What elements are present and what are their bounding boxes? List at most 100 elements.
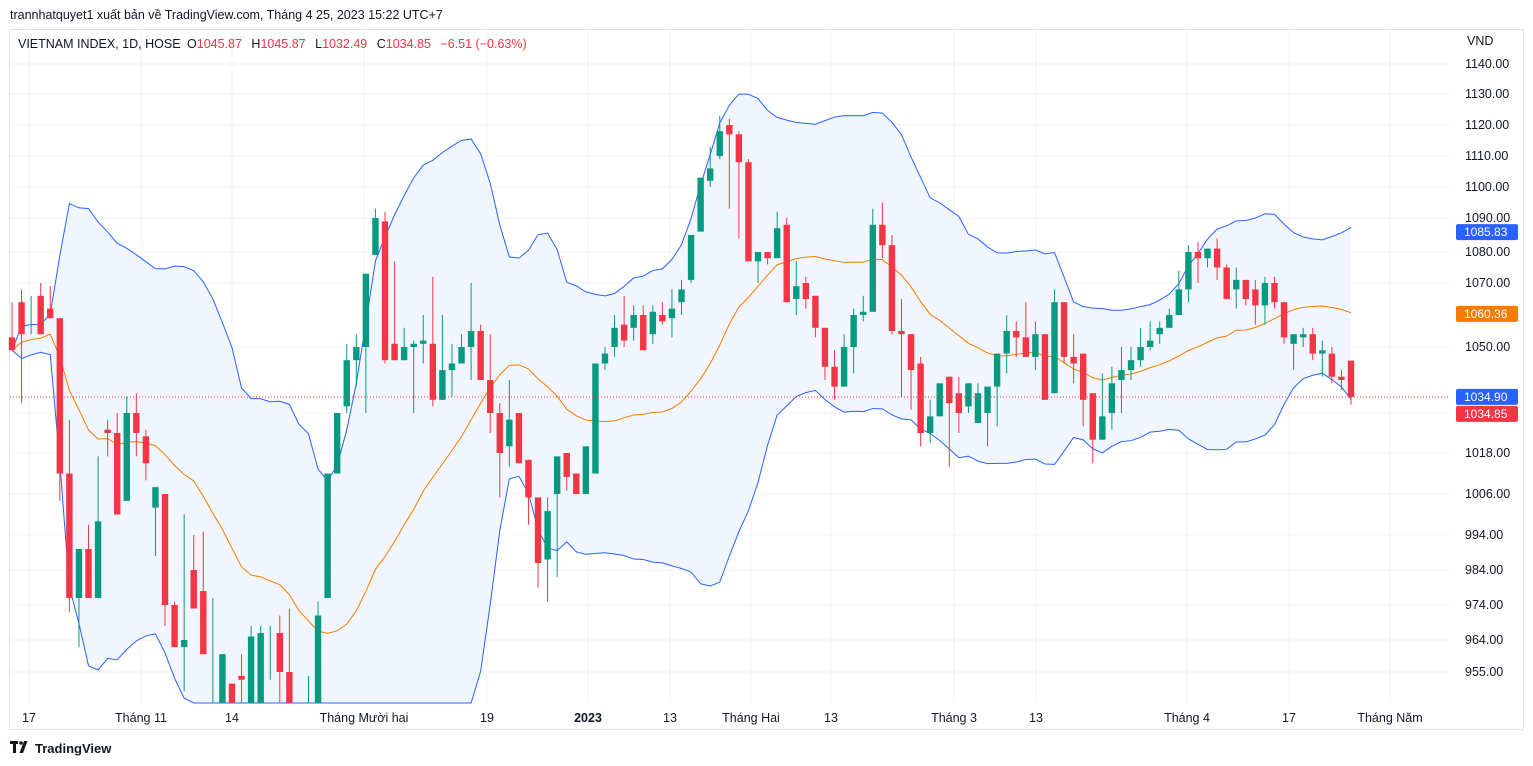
- y-tick-label: 974.00: [1465, 598, 1503, 612]
- candle-body: [812, 295, 819, 328]
- low-value: 1032.49: [322, 37, 368, 51]
- tradingview-footer[interactable]: TradingView: [10, 740, 111, 756]
- y-tick-label: 955.00: [1465, 665, 1503, 679]
- candle-body: [1338, 376, 1345, 380]
- y-tick-label: 1130.00: [1465, 87, 1509, 101]
- price-tag-label: 1034.85: [1464, 407, 1508, 421]
- close-label: C: [376, 37, 386, 51]
- candle-body: [697, 177, 704, 232]
- publisher-header: trannhatquyet1 xuất bản về TradingView.c…: [10, 8, 443, 22]
- candle-body: [946, 376, 953, 404]
- candle-body: [783, 224, 790, 303]
- candle-body: [228, 683, 236, 703]
- candle-body: [687, 235, 695, 280]
- candle-body: [200, 591, 207, 655]
- candle-body: [420, 340, 427, 344]
- chart-frame[interactable]: [9, 29, 1524, 730]
- candle-body: [94, 521, 102, 598]
- y-tick-label: 1120.00: [1465, 118, 1509, 132]
- band-fill: [12, 93, 1351, 704]
- candle-body: [993, 353, 1001, 387]
- x-tick-label: 2023: [574, 711, 602, 725]
- candle-body: [1156, 327, 1163, 335]
- candle-body: [1070, 356, 1077, 364]
- candle-body: [793, 286, 800, 299]
- candle-body: [534, 497, 542, 563]
- open-label: O: [187, 37, 197, 51]
- candle-body: [706, 168, 714, 181]
- candle-body: [1089, 393, 1096, 440]
- candle-body: [152, 487, 159, 508]
- candle-body: [974, 393, 982, 423]
- candle-body: [314, 615, 322, 703]
- candle-body: [85, 549, 92, 598]
- ohlc-legend: VIETNAM INDEX, 1D, HOSE O1045.87 H1045.8…: [18, 37, 530, 51]
- candle-body: [955, 393, 963, 413]
- candle-body: [726, 125, 733, 135]
- candle-body: [506, 419, 513, 447]
- candle-body: [1041, 334, 1049, 400]
- x-tick-label: Tháng 11: [115, 711, 167, 725]
- x-tick-label: 14: [225, 711, 239, 725]
- candle-body: [1271, 283, 1278, 303]
- candle-body: [592, 363, 599, 474]
- price-axis[interactable]: 1140.00 1130.00 1120.00 1110.00 1100.00 1090.…: [1465, 57, 1510, 679]
- tradingview-logo-icon: [10, 740, 30, 756]
- candle-body: [56, 318, 64, 474]
- price-tag: 1085.83: [1456, 224, 1518, 241]
- price-tag: 1060.36: [1456, 305, 1518, 322]
- upper-band-line: [11, 93, 1352, 482]
- y-tick-label: 1006.00: [1465, 487, 1510, 501]
- candle-body: [831, 366, 838, 387]
- y-tick-label: 1080.00: [1465, 245, 1510, 259]
- candle-body: [343, 360, 350, 407]
- candle-body: [582, 446, 590, 494]
- candle-body: [1099, 416, 1106, 440]
- candle-body: [754, 252, 762, 262]
- y-tick-label: 1100.00: [1465, 180, 1509, 194]
- candle-body: [1261, 283, 1269, 306]
- candle-body: [764, 252, 771, 259]
- candle-body: [1051, 302, 1058, 394]
- x-tick-label: Tháng 4: [1164, 711, 1210, 725]
- time-axis[interactable]: 17 Tháng 11 14 Tháng Mười hai 19 2023 13 Tháng …: [22, 711, 1423, 725]
- candle-body: [879, 224, 886, 246]
- bollinger-bands: [11, 93, 1352, 704]
- candle-body: [649, 311, 657, 335]
- candle-body: [1194, 252, 1202, 259]
- candle-body: [18, 302, 25, 335]
- candle-body: [1280, 302, 1288, 338]
- x-tick-label: 13: [824, 711, 838, 725]
- tradingview-brand: TradingView: [35, 740, 112, 756]
- y-tick-label: 994.00: [1465, 528, 1503, 542]
- x-tick-label: 13: [663, 711, 677, 725]
- low-label: L: [315, 37, 323, 51]
- price-tag-label: 1085.83: [1464, 225, 1508, 239]
- close-value: 1034.85: [385, 37, 431, 51]
- price-tag-bg: [1456, 305, 1518, 322]
- candle-body: [362, 273, 370, 347]
- candle-body: [1146, 340, 1154, 347]
- candle-body: [247, 636, 255, 703]
- candle-body: [1013, 331, 1020, 338]
- candle-body: [1003, 331, 1010, 354]
- candle-body: [1290, 334, 1297, 344]
- x-tick-label: Tháng 3: [931, 711, 977, 725]
- candles: [8, 115, 1355, 703]
- candle-body: [917, 363, 924, 433]
- candle-body: [1309, 334, 1316, 354]
- candle-body: [372, 218, 379, 256]
- x-tick-label: 13: [1029, 711, 1043, 725]
- candle-body: [802, 283, 810, 299]
- candle-body: [467, 331, 475, 347]
- currency-label: VND: [1467, 34, 1493, 48]
- candle-body: [1032, 334, 1039, 357]
- change-value: −6.51 (−0.63%): [440, 37, 527, 51]
- candle-body: [142, 436, 150, 464]
- candle-body: [286, 672, 293, 703]
- candle-body: [1118, 370, 1125, 380]
- price-tag-bg: [1456, 224, 1518, 241]
- candle-body: [659, 315, 666, 322]
- candle-body: [716, 131, 723, 156]
